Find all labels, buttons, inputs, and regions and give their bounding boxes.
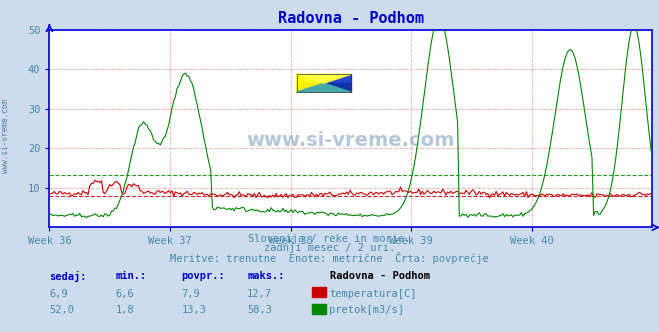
Text: 7,9: 7,9 <box>181 289 200 299</box>
Text: www.si-vreme.com: www.si-vreme.com <box>1 99 10 173</box>
Text: www.si-vreme.com: www.si-vreme.com <box>246 131 455 150</box>
Polygon shape <box>324 83 351 92</box>
Bar <box>297 74 351 92</box>
Text: temperatura[C]: temperatura[C] <box>330 289 417 299</box>
Text: 6,9: 6,9 <box>49 289 68 299</box>
Text: Slovenija / reke in morje.: Slovenija / reke in morje. <box>248 234 411 244</box>
Polygon shape <box>324 74 351 83</box>
Text: Meritve: trenutne  Enote: metrične  Črta: povprečje: Meritve: trenutne Enote: metrične Črta: … <box>170 252 489 264</box>
Text: 13,3: 13,3 <box>181 305 206 315</box>
Text: 52,0: 52,0 <box>49 305 74 315</box>
Polygon shape <box>297 83 324 92</box>
Text: min.:: min.: <box>115 271 146 281</box>
Text: 1,8: 1,8 <box>115 305 134 315</box>
Text: Radovna - Podhom: Radovna - Podhom <box>330 271 430 281</box>
Text: zadnji mesec / 2 uri.: zadnji mesec / 2 uri. <box>264 243 395 253</box>
Text: povpr.:: povpr.: <box>181 271 225 281</box>
Polygon shape <box>297 74 324 83</box>
Text: 58,3: 58,3 <box>247 305 272 315</box>
Text: 12,7: 12,7 <box>247 289 272 299</box>
Text: pretok[m3/s]: pretok[m3/s] <box>330 305 405 315</box>
Polygon shape <box>297 74 351 83</box>
Title: Radovna - Podhom: Radovna - Podhom <box>278 11 424 26</box>
Polygon shape <box>297 83 351 92</box>
Text: maks.:: maks.: <box>247 271 285 281</box>
Text: 6,6: 6,6 <box>115 289 134 299</box>
Text: sedaj:: sedaj: <box>49 271 87 282</box>
